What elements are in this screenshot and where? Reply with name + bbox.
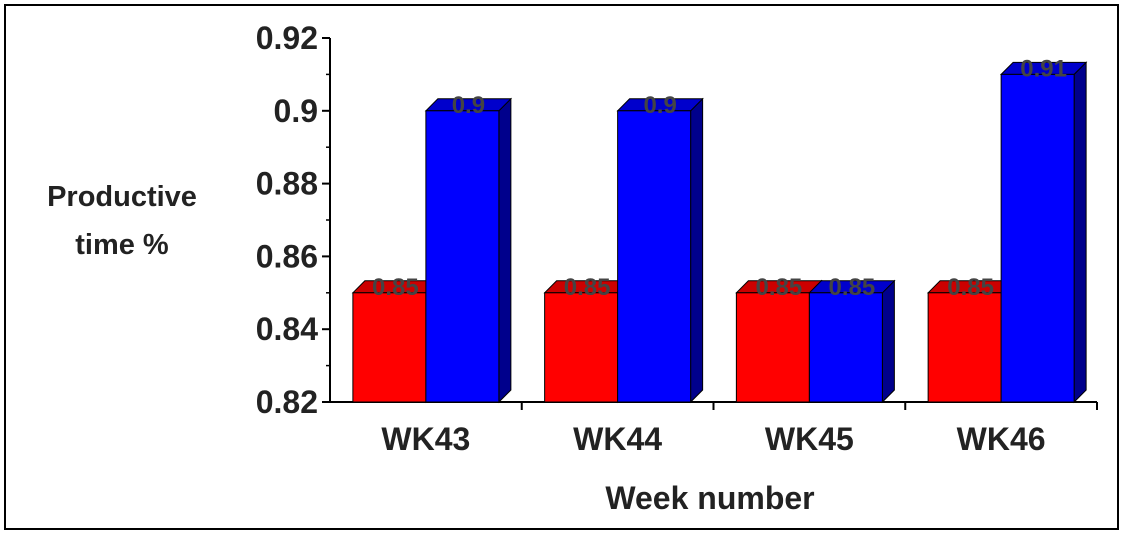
bar-value-label: 0.85 — [564, 274, 611, 301]
chart-border — [4, 4, 1119, 530]
y-tick-label: 0.86 — [256, 238, 318, 274]
y-axis-label-line-1: Productive — [47, 181, 197, 213]
x-tick-label: WK44 — [573, 421, 662, 457]
bar-side-face — [1073, 61, 1087, 404]
bar — [735, 292, 810, 403]
bar-value-label: 0.9 — [452, 92, 485, 119]
bar-value-label: 0.85 — [829, 274, 876, 301]
y-tick-label: 0.84 — [256, 311, 318, 347]
bar-side-face — [690, 97, 704, 404]
bar-value-label: 0.9 — [643, 92, 676, 119]
bar-value-label: 0.85 — [756, 274, 803, 301]
bar — [544, 292, 619, 403]
y-tick-label: 0.88 — [256, 166, 318, 202]
bar-side-face — [498, 97, 512, 404]
bar — [617, 110, 692, 403]
x-axis-label: Week number — [605, 480, 814, 516]
y-tick-label: 0.9 — [274, 93, 318, 129]
bar-value-label: 0.85 — [947, 274, 994, 301]
x-tick-label: WK46 — [957, 421, 1046, 457]
y-tick-label: 0.82 — [256, 384, 318, 420]
x-tick-label: WK45 — [765, 421, 854, 457]
bar — [808, 292, 883, 403]
y-axis-label-line-2: time % — [75, 229, 169, 261]
x-tick-label: WK43 — [381, 421, 470, 457]
bar-value-label: 0.91 — [1020, 55, 1067, 82]
bar — [425, 110, 500, 403]
bar — [927, 292, 1002, 403]
y-tick-label: 0.92 — [256, 20, 318, 56]
plot-area: 0.82 0.84 0.86 0.88 0.9 0.92 WK43 0.85 0.9 WK44 0.… — [256, 20, 1098, 457]
bar-side-face — [881, 279, 895, 404]
bar — [1000, 73, 1075, 403]
bar-value-label: 0.85 — [372, 274, 419, 301]
bar — [352, 292, 427, 403]
